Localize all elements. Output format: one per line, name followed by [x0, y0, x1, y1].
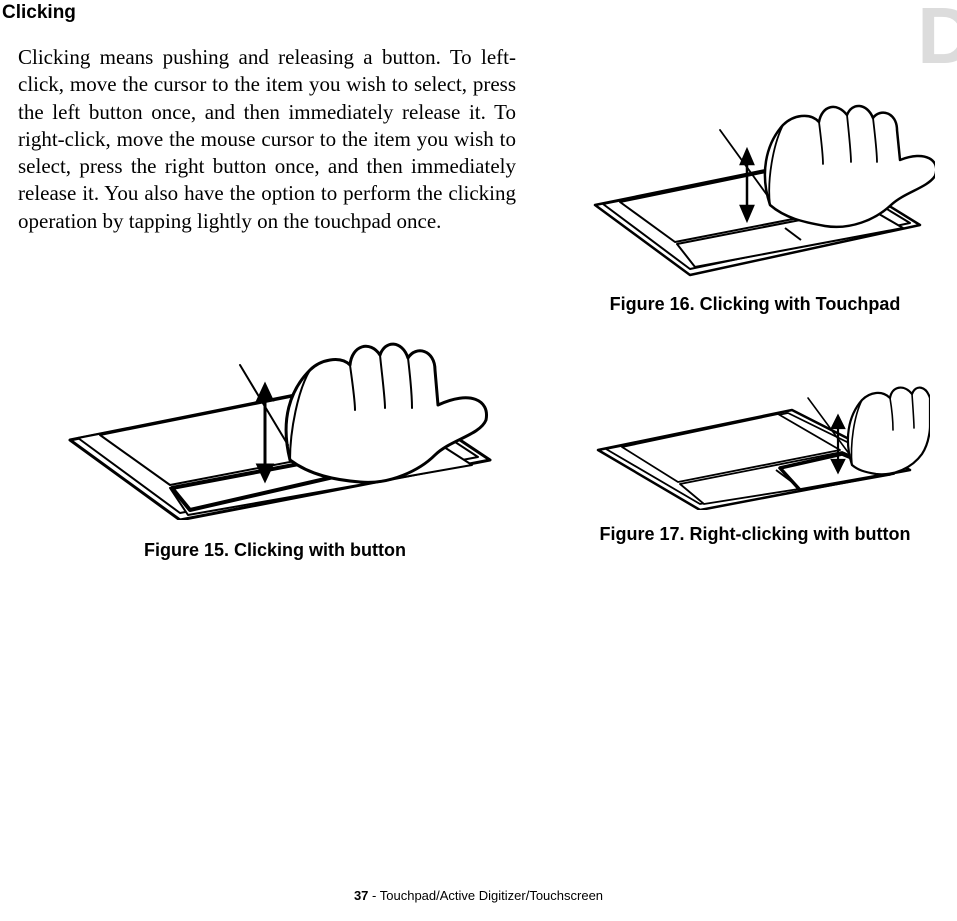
figure-17-caption: Figure 17. Right-clicking with button — [555, 524, 955, 545]
section-body: Clicking means pushing and releasing a b… — [18, 44, 516, 235]
page-number: 37 — [354, 888, 368, 903]
figure-16: Figure 16. Clicking with Touchpad — [555, 60, 955, 315]
page-footer: 37 - Touchpad/Active Digitizer/Touchscre… — [0, 888, 957, 903]
figure-17: Figure 17. Right-clicking with button — [555, 350, 955, 545]
figure-16-illustration — [575, 60, 935, 280]
figure-15-illustration — [40, 270, 510, 520]
figure-16-caption: Figure 16. Clicking with Touchpad — [555, 294, 955, 315]
footer-chapter: Touchpad/Active Digitizer/Touchscreen — [380, 888, 603, 903]
page: D Clicking Clicking means pushing and re… — [0, 0, 957, 921]
figure-17-illustration — [580, 350, 930, 510]
footer-separator: - — [368, 888, 379, 903]
figure-15-caption: Figure 15. Clicking with button — [40, 540, 510, 561]
figure-15: Figure 15. Clicking with button — [40, 270, 510, 561]
section-title: Clicking — [2, 2, 76, 24]
